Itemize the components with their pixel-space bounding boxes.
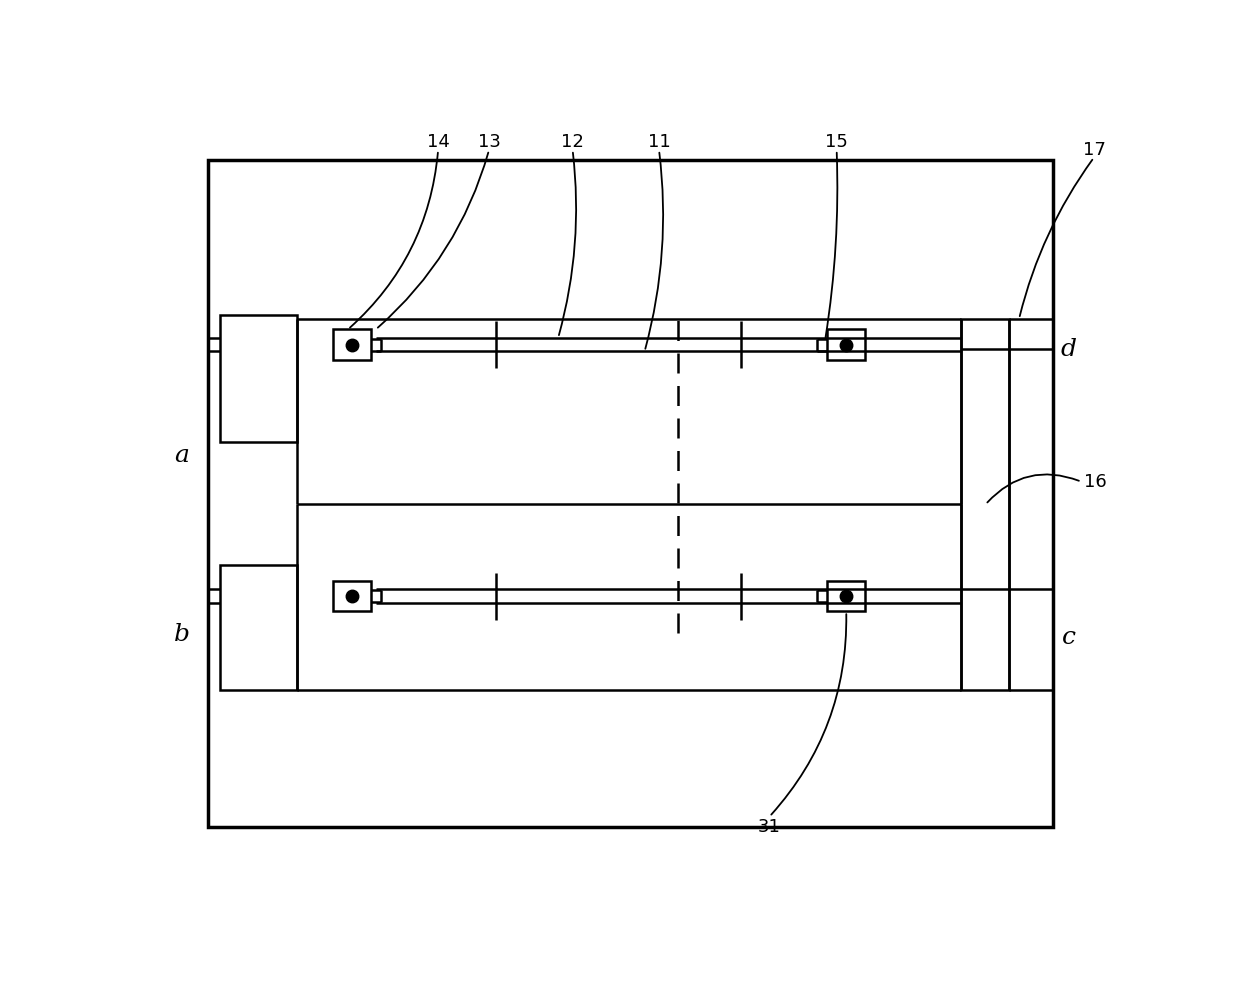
Bar [332,330,370,360]
Bar [828,581,865,611]
Bar [332,581,370,611]
Text: d: d [1061,338,1077,361]
Bar [208,159,1053,827]
Bar [221,315,297,443]
Text: 17: 17 [1083,141,1105,158]
Text: 15: 15 [825,133,847,152]
Text: c: c [1062,626,1075,648]
Bar [961,319,1010,690]
Text: a: a [175,444,190,466]
Text: 31: 31 [758,818,781,835]
Text: 16: 16 [1084,472,1108,491]
Text: 14: 14 [426,133,450,152]
Text: 12: 12 [561,133,584,152]
Text: 13: 13 [477,133,501,152]
Bar [221,565,297,690]
Text: b: b [173,623,190,646]
Text: 11: 11 [648,133,670,152]
Bar [828,330,865,360]
